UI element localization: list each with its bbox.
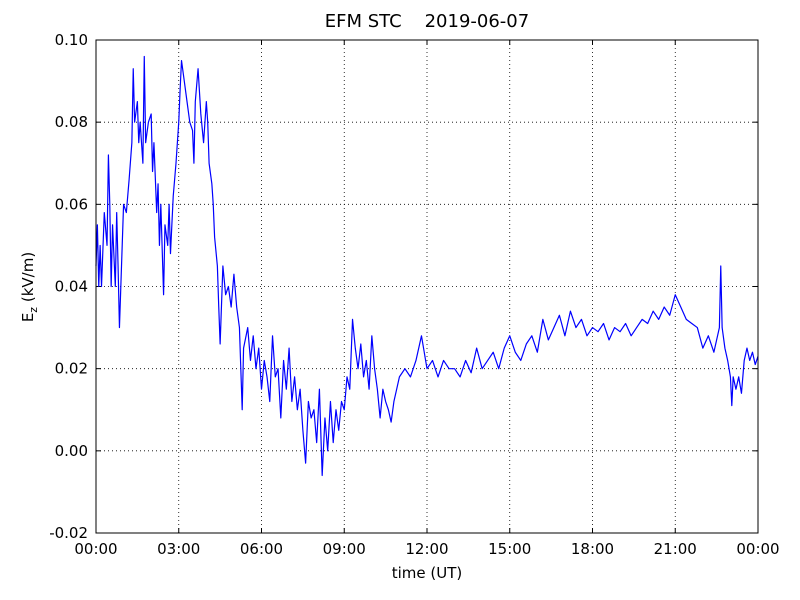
x-tick-label: 12:00 bbox=[405, 540, 448, 558]
y-label-unit: (kV/m) bbox=[19, 252, 37, 307]
y-tick-label: -0.02 bbox=[49, 524, 88, 542]
y-label-main: E bbox=[19, 313, 37, 322]
data-line bbox=[95, 55, 759, 477]
y-axis-label: Ez (kV/m) bbox=[19, 252, 40, 322]
x-tick-label: 00:00 bbox=[736, 540, 779, 558]
x-tick-label: 03:00 bbox=[157, 540, 200, 558]
plot-frame bbox=[95, 39, 759, 534]
y-tick-label: 0.00 bbox=[55, 442, 88, 460]
x-tick-label: 21:00 bbox=[654, 540, 697, 558]
y-tick-label: 0.10 bbox=[55, 31, 88, 49]
chart-title: EFM STC 2019-06-07 bbox=[325, 11, 529, 32]
y-tick-label: 0.04 bbox=[55, 278, 88, 296]
y-label-sub: z bbox=[27, 307, 40, 313]
x-tick-label: 00:00 bbox=[74, 540, 117, 558]
y-tick-label: 0.06 bbox=[55, 195, 88, 213]
x-tick-label: 06:00 bbox=[240, 540, 283, 558]
x-tick-label: 18:00 bbox=[571, 540, 614, 558]
y-tick-label: 0.08 bbox=[55, 113, 88, 131]
x-tick-label: 15:00 bbox=[488, 540, 531, 558]
x-tick-label: 09:00 bbox=[323, 540, 366, 558]
y-tick-label: 0.02 bbox=[55, 360, 88, 378]
x-axis-label: time (UT) bbox=[392, 564, 463, 582]
